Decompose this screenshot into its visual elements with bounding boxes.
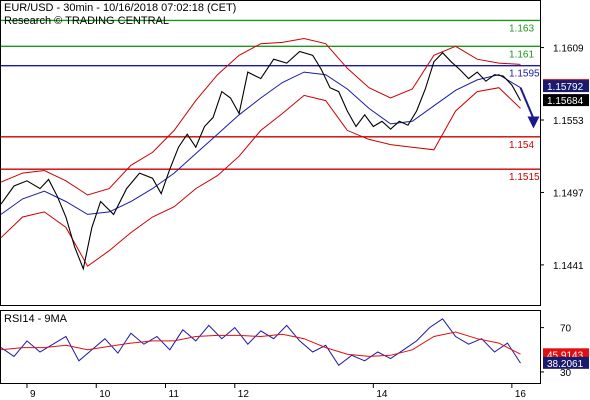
forecast-arrow [519, 87, 540, 129]
y-tick-label: 1.1497 [553, 188, 584, 199]
x-tick-label: 12 [238, 389, 250, 400]
forecast-arrow-head [527, 116, 540, 129]
rsi-badge-label: 38.2061 [547, 359, 584, 370]
y-axis-ticks: 1.1609 1.1553 1.1497 1.1441 70 30 [540, 44, 584, 379]
rsi-title: RSI14 - 9MA [4, 313, 68, 325]
rsi-line [0, 318, 521, 367]
x-tick-label: 16 [515, 389, 527, 400]
price-badge [543, 94, 589, 107]
forecast-arrow-shaft [519, 87, 535, 119]
price-badge [543, 80, 589, 93]
price-badge-label: 1.15792 [547, 82, 584, 93]
rsi-badge-label: 45.9143 [547, 350, 584, 361]
price-panel-frame [0, 0, 541, 306]
rsi-badge [543, 356, 589, 369]
rsi-tick-label: 70 [560, 324, 572, 335]
x-tick-label: 10 [99, 389, 111, 400]
level-label: 1.1595 [509, 69, 540, 80]
price-line [0, 50, 521, 271]
bb-upper-line [0, 37, 521, 196]
moving-average [0, 71, 521, 215]
x-tick-label: 14 [376, 389, 388, 400]
rsi-series [0, 318, 521, 367]
x-axis-ticks: 9 10 11 12 14 16 [26, 383, 527, 400]
y-tick-label: 1.1553 [553, 116, 584, 127]
level-label: 1.161 [509, 49, 534, 60]
price-series [0, 50, 521, 271]
rsi-panel-frame [0, 310, 541, 384]
rsi-tick-label: 30 [560, 368, 572, 379]
ma-line [0, 71, 521, 215]
price-badge-label: 1.15684 [547, 96, 584, 107]
bollinger-bands [0, 37, 521, 267]
bb-lower-line [0, 87, 521, 267]
y-tick-label: 1.1441 [553, 261, 584, 272]
rsi-ma-line [0, 331, 521, 357]
chart-title: EUR/USD - 30min - 10/16/2018 07:02:18 (C… [4, 2, 236, 14]
level-label: 1.154 [509, 140, 534, 151]
chart-subtitle: Research © TRADING CENTRAL [4, 15, 169, 27]
level-label: 1.1515 [509, 172, 540, 183]
level-label: 1.163 [509, 23, 534, 34]
x-tick-label: 9 [30, 389, 36, 400]
level-lines: 1.163 1.161 1.1595 1.154 1.1515 [1, 19, 540, 183]
y-tick-label: 1.1609 [553, 44, 584, 55]
x-tick-label: 11 [169, 389, 180, 400]
